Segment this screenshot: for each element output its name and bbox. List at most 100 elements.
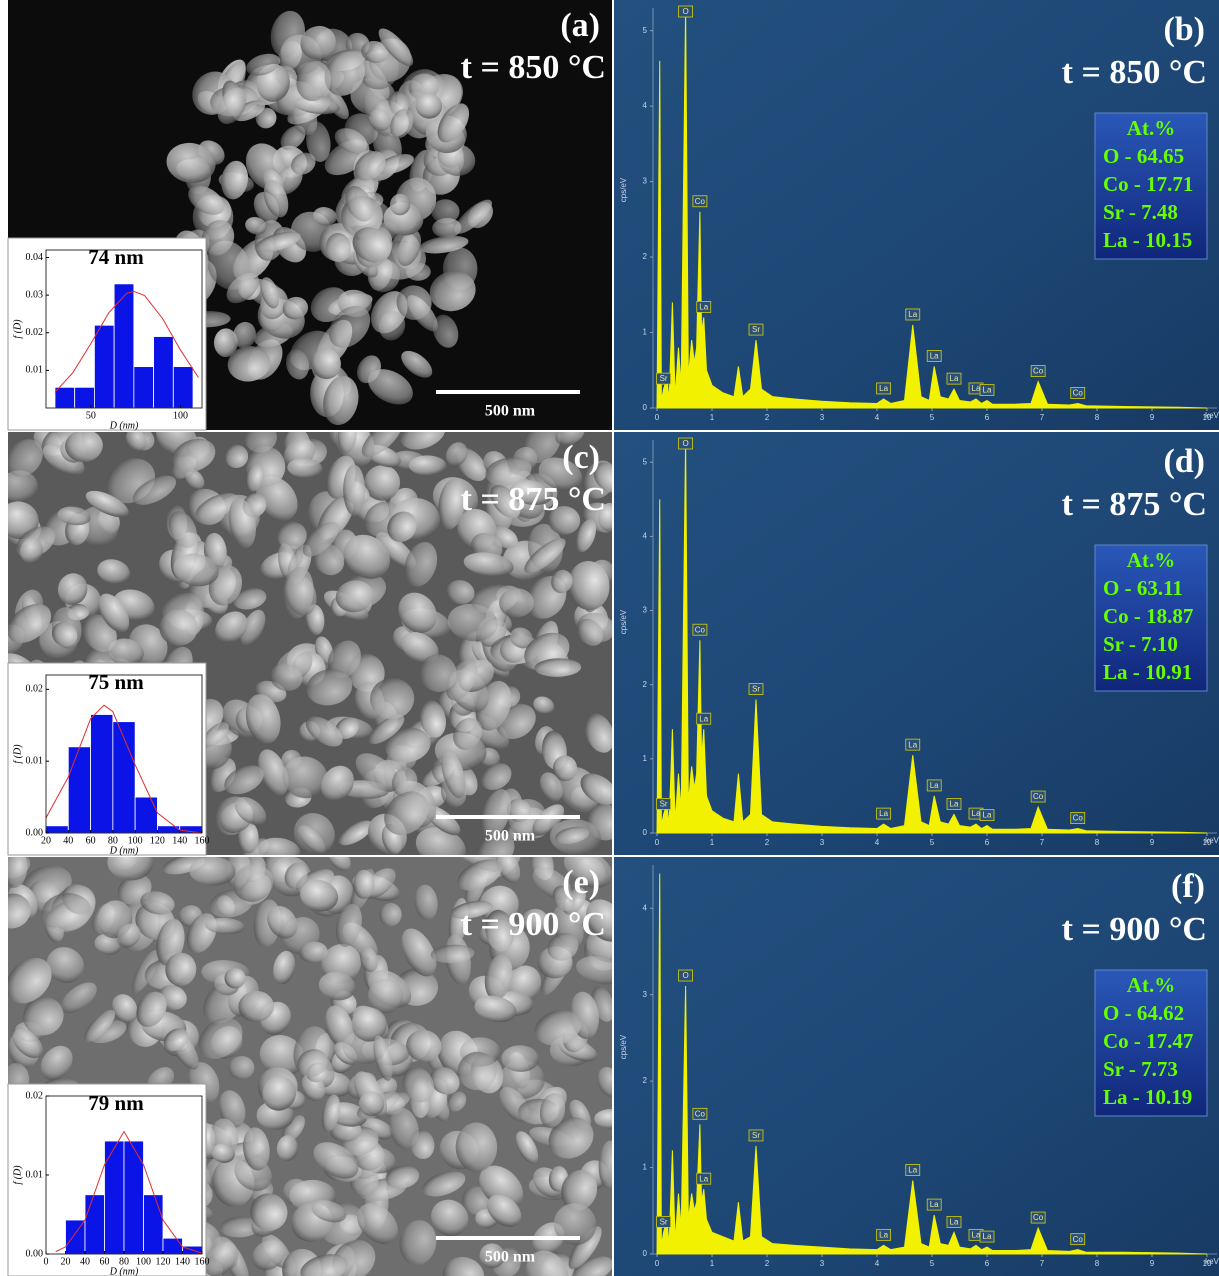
x-tick-label: 0 bbox=[655, 838, 660, 847]
peak-label: La bbox=[950, 1217, 959, 1226]
x-axis-label: D (nm) bbox=[109, 845, 139, 856]
panel-label: (d) bbox=[1163, 443, 1205, 480]
x-tick-label: 40 bbox=[63, 835, 73, 846]
x-tick-label: 50 bbox=[86, 410, 96, 421]
peak-label: La bbox=[908, 1166, 917, 1175]
histogram-bar bbox=[68, 747, 90, 833]
x-tick-label: 6 bbox=[985, 838, 990, 847]
y-tick-label: 3 bbox=[643, 990, 648, 999]
y-axis-label: f (D) bbox=[12, 319, 23, 339]
y-tick-label: 0.01 bbox=[26, 365, 44, 376]
peak-label: La bbox=[983, 386, 992, 395]
composition-entry: Sr - 7.73 bbox=[1103, 1057, 1178, 1081]
y-tick-label: 1 bbox=[643, 328, 648, 337]
y-tick-label: 0.04 bbox=[26, 252, 44, 263]
peak-label: La bbox=[972, 809, 981, 818]
peak-label: O bbox=[682, 971, 688, 980]
peak-label: La bbox=[879, 384, 888, 393]
x-axis-label: keV bbox=[1205, 1257, 1219, 1266]
peak-label: Co bbox=[1073, 814, 1084, 823]
y-tick-label: 0.00 bbox=[26, 827, 44, 838]
histogram-bar bbox=[94, 325, 114, 408]
y-tick-label: 1 bbox=[643, 754, 648, 763]
y-tick-label: 0.00 bbox=[26, 1248, 44, 1259]
y-tick-label: 5 bbox=[643, 457, 648, 466]
peak-label: La bbox=[983, 1232, 992, 1241]
x-tick-label: 0 bbox=[655, 413, 660, 422]
histogram-bar bbox=[135, 797, 157, 833]
composition-entry: Sr - 7.10 bbox=[1103, 632, 1178, 656]
y-tick-label: 0 bbox=[643, 828, 648, 837]
page: {"chart_data": [ {"type": "histogram", "… bbox=[0, 0, 1219, 1276]
y-tick-label: 5 bbox=[643, 26, 648, 35]
peak-label: Co bbox=[1073, 1235, 1084, 1244]
peak-label: La bbox=[930, 352, 939, 361]
x-tick-label: 7 bbox=[1040, 838, 1045, 847]
peak-label: La bbox=[972, 384, 981, 393]
y-tick-label: 4 bbox=[643, 532, 648, 541]
histogram-bar bbox=[173, 367, 193, 408]
peak-label: La bbox=[879, 1230, 888, 1239]
x-tick-label: 1 bbox=[710, 1259, 715, 1268]
peak-label: O bbox=[682, 7, 688, 16]
scale-bar-label: 500 nm bbox=[485, 828, 536, 845]
panel-label: (c) bbox=[562, 439, 600, 476]
x-tick-label: 4 bbox=[875, 413, 880, 422]
composition-entry: O - 64.65 bbox=[1103, 144, 1184, 168]
x-tick-label: 2 bbox=[765, 838, 770, 847]
y-tick-label: 0.02 bbox=[26, 327, 44, 338]
composition-entry: La - 10.19 bbox=[1103, 1085, 1192, 1109]
x-tick-label: 40 bbox=[80, 1256, 90, 1267]
peak-label: Co bbox=[695, 625, 706, 634]
temperature-label: t = 875 °C bbox=[461, 481, 606, 518]
x-tick-label: 160 bbox=[195, 835, 210, 846]
histogram-bar bbox=[114, 284, 134, 408]
histogram-bar bbox=[75, 387, 95, 408]
histogram-bar bbox=[157, 826, 179, 833]
peak-label: La bbox=[972, 1230, 981, 1239]
x-axis-label: keV bbox=[1205, 836, 1219, 845]
histogram-bar bbox=[55, 387, 75, 408]
histogram-bar bbox=[66, 1220, 86, 1254]
y-tick-label: 0.02 bbox=[26, 684, 44, 695]
x-tick-label: 3 bbox=[820, 413, 825, 422]
y-axis-label: f (D) bbox=[12, 1165, 23, 1185]
panel-label: (b) bbox=[1163, 11, 1205, 48]
peak-label: La bbox=[930, 1200, 939, 1209]
y-axis-label: f (D) bbox=[12, 744, 23, 764]
temperature-label: t = 900 °C bbox=[1062, 911, 1207, 948]
composition-entry: La - 10.15 bbox=[1103, 228, 1192, 252]
x-tick-label: 7 bbox=[1040, 413, 1045, 422]
histogram-bar bbox=[134, 367, 154, 408]
histogram-bar bbox=[46, 826, 68, 833]
peak-label: La bbox=[950, 374, 959, 383]
y-axis-label: cps/eV bbox=[619, 1034, 628, 1059]
y-tick-label: 2 bbox=[643, 252, 648, 261]
x-tick-label: 7 bbox=[1040, 1259, 1045, 1268]
y-tick-label: 0.01 bbox=[26, 1169, 44, 1180]
y-tick-label: 2 bbox=[643, 1076, 648, 1085]
x-tick-label: 9 bbox=[1150, 1259, 1155, 1268]
x-tick-label: 4 bbox=[875, 1259, 880, 1268]
peak-label: Sr bbox=[660, 1217, 668, 1226]
peak-label: Sr bbox=[660, 800, 668, 809]
y-tick-label: 0.01 bbox=[26, 755, 44, 766]
scale-bar-label: 500 nm bbox=[485, 1249, 536, 1266]
y-tick-label: 0.02 bbox=[26, 1090, 44, 1101]
y-tick-label: 0.03 bbox=[26, 289, 44, 300]
peak-label: Sr bbox=[660, 374, 668, 383]
histogram-bar bbox=[105, 1141, 125, 1254]
y-axis-label: cps/eV bbox=[619, 177, 628, 202]
figure: (a)t = 850 °C500 nm501000.010.020.030.04… bbox=[0, 0, 1219, 1276]
peak-label: Co bbox=[1073, 389, 1084, 398]
x-tick-label: 8 bbox=[1095, 1259, 1100, 1268]
composition-entry: Co - 17.47 bbox=[1103, 1029, 1193, 1053]
temperature-label: t = 900 °C bbox=[461, 906, 606, 943]
x-tick-label: 20 bbox=[61, 1256, 71, 1267]
x-tick-label: 5 bbox=[930, 838, 935, 847]
x-tick-label: 0 bbox=[655, 1259, 660, 1268]
peak-label: Co bbox=[1033, 792, 1044, 801]
composition-entry: Co - 17.71 bbox=[1103, 172, 1193, 196]
x-tick-label: 8 bbox=[1095, 413, 1100, 422]
x-tick-label: 60 bbox=[100, 1256, 110, 1267]
